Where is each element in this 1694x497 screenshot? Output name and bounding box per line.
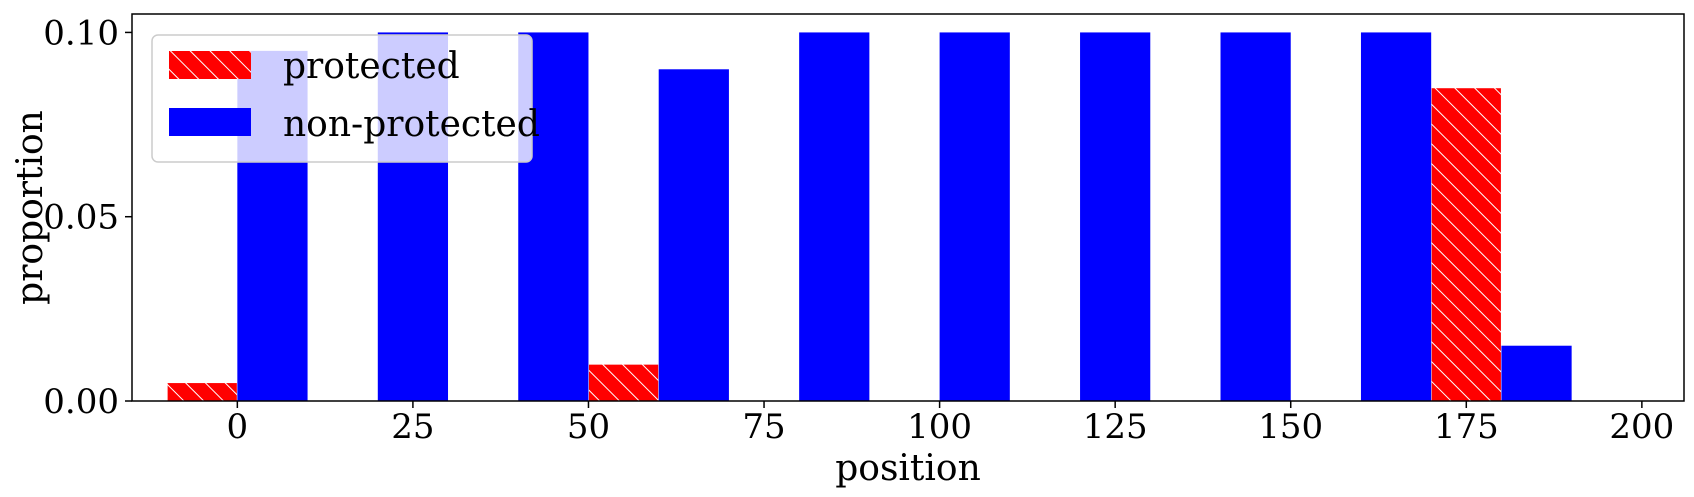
x-tick-label: 125 — [1083, 407, 1148, 447]
bar-non-protected-60 — [658, 69, 729, 402]
ticks-layer: 0 25 50 75 100 125 150 175 200 0.00 0.05 0.10 — [43, 13, 1674, 447]
y-tick-label: 0.05 — [43, 198, 119, 238]
bar-non-protected-160 — [1360, 32, 1432, 402]
bar-protected-60 — [587, 363, 660, 402]
plot-frame — [131, 13, 1685, 402]
bar-non-protected-100 — [939, 32, 1010, 402]
bar-non-protected-80 — [799, 32, 870, 402]
x-tick-label: 25 — [391, 407, 434, 447]
bar-non-protected-180 — [1501, 345, 1572, 401]
legend-swatch-protected — [169, 51, 251, 79]
bar-non-protected-140 — [1220, 32, 1291, 402]
x-tick-label: 175 — [1434, 407, 1499, 447]
x-tick-label: 0 — [227, 407, 249, 447]
x-tick-label: 100 — [907, 407, 972, 447]
x-tick-label: 50 — [567, 407, 610, 447]
legend-label-protected: protected — [283, 46, 460, 87]
x-tick-label: 200 — [1609, 407, 1674, 447]
y-tick-label: 0.00 — [43, 382, 119, 422]
x-tick-label: 75 — [742, 407, 785, 447]
x-axis-label: position — [835, 448, 981, 489]
bar-protected-180 — [1430, 87, 1502, 402]
bar-non-protected-120 — [1080, 32, 1151, 402]
x-tick-label: 150 — [1258, 407, 1323, 447]
legend: protected non-protected — [151, 34, 540, 163]
y-axis-label: proportion — [10, 110, 51, 305]
y-tick-label: 0.10 — [43, 13, 119, 53]
bar-protected-0 — [166, 382, 238, 402]
legend-label-non-protected: non-protected — [283, 104, 540, 145]
legend-swatch-non-protected — [169, 108, 251, 136]
